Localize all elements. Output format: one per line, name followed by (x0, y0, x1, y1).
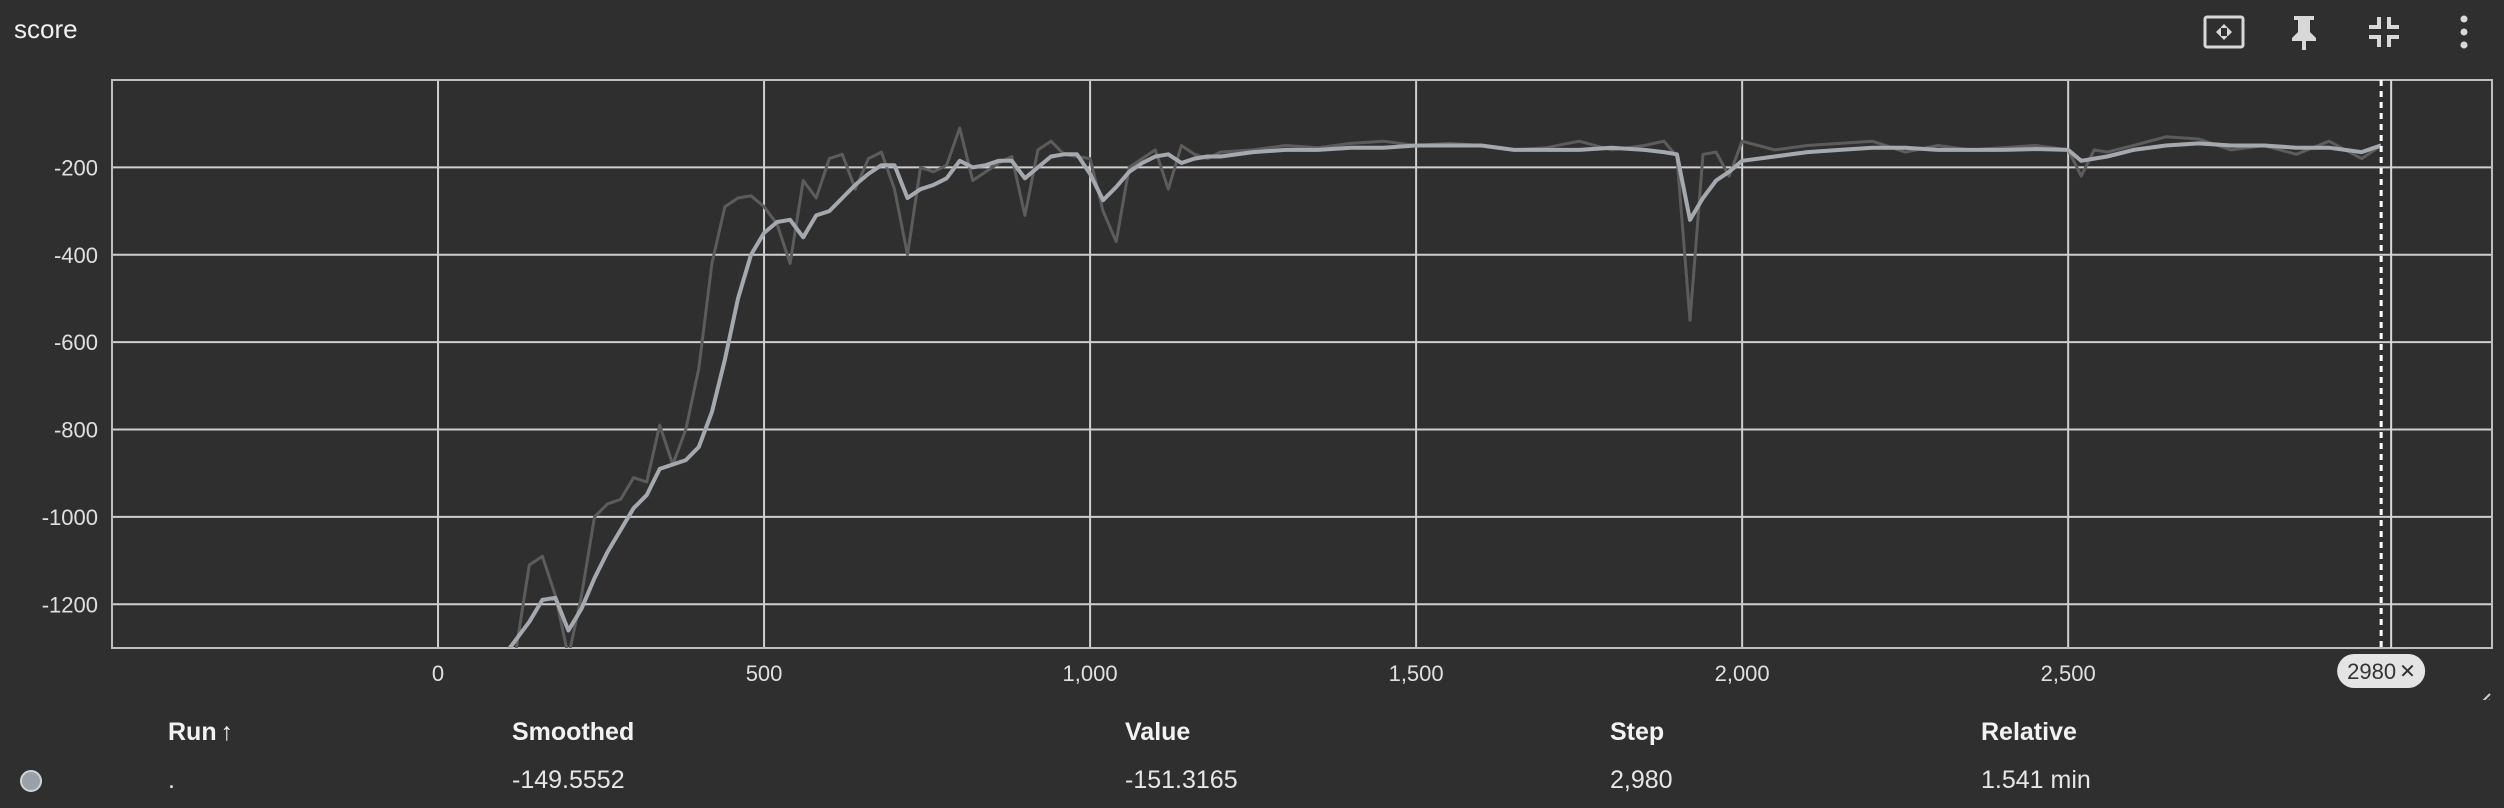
y-tick-label: -1000 (42, 505, 98, 530)
y-tick-label: -800 (54, 418, 98, 443)
cursor-badge-bg (2337, 654, 2426, 688)
x-tick-label: 0 (432, 661, 444, 686)
cursor-close-icon[interactable]: ✕ (2399, 659, 2416, 683)
y-tick-label: -400 (54, 243, 98, 268)
y-tick-label: -600 (54, 330, 98, 355)
pin-icon (2292, 16, 2316, 50)
series-group (507, 126, 2383, 648)
card-title: score (14, 14, 78, 44)
smoothed-series-line (507, 141, 2382, 648)
header-smoothed[interactable]: Smoothed (512, 718, 635, 746)
x-tick-label: 2,500 (2041, 661, 2096, 686)
sort-arrow-icon: ↑ (220, 718, 234, 746)
header-value[interactable]: Value (1125, 718, 1191, 746)
raw-series-line (514, 126, 2383, 648)
line-chart[interactable]: 0 500 1,000 1,500 2,000 2,500 -1200-1000-800-… (0, 0, 2504, 700)
fit-domain-icon (2203, 15, 2245, 49)
x-axis: 0 500 1,000 1,500 2,000 2,500 (432, 661, 2096, 686)
y-tick-label: -1200 (42, 592, 98, 617)
fit-domain-button[interactable] (2184, 8, 2264, 56)
x-tick-label: 1,500 (1389, 661, 1444, 686)
cell-smoothed: -149.5552 (512, 766, 625, 794)
x-tick-label: 2,000 (1715, 661, 1770, 686)
resize-handle-icon[interactable] (2476, 693, 2491, 700)
cell-relative: 1.541 min (1981, 766, 2091, 794)
header-relative[interactable]: Relative (1981, 718, 2077, 746)
pin-button[interactable] (2264, 8, 2344, 56)
grid-lines (112, 80, 2492, 648)
collapse-button[interactable] (2344, 8, 2424, 56)
header-run[interactable]: Run ↑ (168, 718, 233, 747)
run-color-swatch[interactable] (20, 770, 42, 792)
cell-run: . (168, 766, 175, 794)
header-run-label: Run (168, 718, 217, 746)
cursor-badge[interactable]: 2980 ✕ (2337, 654, 2426, 688)
card-toolbar (2184, 8, 2504, 56)
collapse-icon (2369, 17, 2399, 47)
cell-value: -151.3165 (1125, 766, 1238, 794)
cell-step: 2,980 (1610, 766, 1673, 794)
x-tick-label: 500 (746, 661, 783, 686)
x-tick-label: 1,000 (1063, 661, 1118, 686)
more-button[interactable] (2424, 8, 2504, 56)
more-vert-icon (2460, 15, 2468, 49)
header-step[interactable]: Step (1610, 718, 1665, 746)
step-cursor[interactable] (2379, 80, 2393, 648)
cursor-step-label: 2980 (2347, 659, 2396, 684)
y-tick-label: -200 (54, 155, 98, 180)
y-axis: -1200 -1000 -800 -600 -400 -200 (42, 155, 98, 617)
plot-area-border (111, 79, 2493, 649)
